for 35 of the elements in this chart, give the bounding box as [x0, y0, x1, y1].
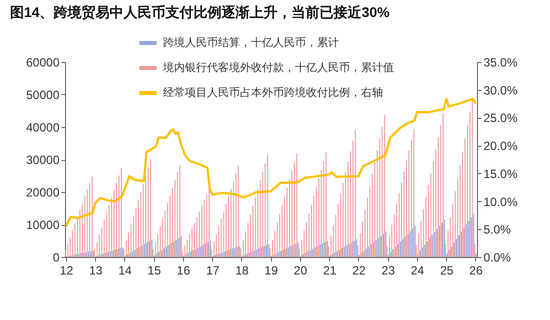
x-tick-label: 13 — [89, 264, 103, 278]
y2-tick-label: 15.0% — [484, 166, 518, 181]
x-tick-label: 20 — [294, 264, 308, 278]
y-tick-label: 50000 — [26, 88, 60, 102]
y-tick-label: 40000 — [26, 120, 60, 134]
y-tick-label: 30000 — [26, 153, 60, 167]
legend-label: 跨境人民币结算，十亿人民币，累计 — [163, 36, 339, 49]
x-tick-label: 26 — [469, 264, 483, 278]
y2-tick-label: 5.0% — [484, 222, 512, 237]
x-tick-label: 12 — [60, 264, 74, 278]
y2-tick-label: 35.0% — [484, 56, 518, 70]
legend-label: 境内银行代客境外收付款，十亿人民币，累计值 — [162, 61, 394, 74]
x-tick-label: 17 — [206, 264, 220, 278]
x-tick-label: 15 — [148, 264, 162, 278]
y-tick-label: 60000 — [26, 56, 60, 70]
legend-label: 经常项目人民币占本外币跨境收付比例，右轴 — [163, 86, 383, 99]
chart-title: 图14、跨境贸易中人民币支付比例逐渐上升，当前已接近30% — [10, 4, 390, 20]
x-tick-label: 19 — [264, 264, 278, 278]
x-tick-label: 22 — [352, 264, 366, 278]
y2-tick-label: 20.0% — [484, 139, 518, 154]
y2-tick-label: 25.0% — [484, 111, 518, 126]
y2-tick-label: 30.0% — [484, 83, 518, 98]
x-tick-label: 18 — [235, 264, 249, 278]
y-tick-label: 0 — [52, 250, 60, 264]
y2-tick-label: 0.0% — [484, 250, 512, 264]
x-tick-label: 21 — [323, 264, 337, 278]
x-tick-label: 14 — [118, 264, 132, 278]
y2-tick-label: 10.0% — [484, 194, 518, 209]
y-tick-label: 10000 — [26, 218, 60, 232]
line-series — [64, 98, 477, 228]
x-tick-label: 25 — [440, 264, 454, 278]
x-tick-label: 24 — [410, 264, 424, 278]
x-tick-label: 23 — [382, 264, 396, 278]
x-tick-label: 16 — [176, 264, 190, 278]
y-tick-label: 20000 — [26, 186, 60, 200]
